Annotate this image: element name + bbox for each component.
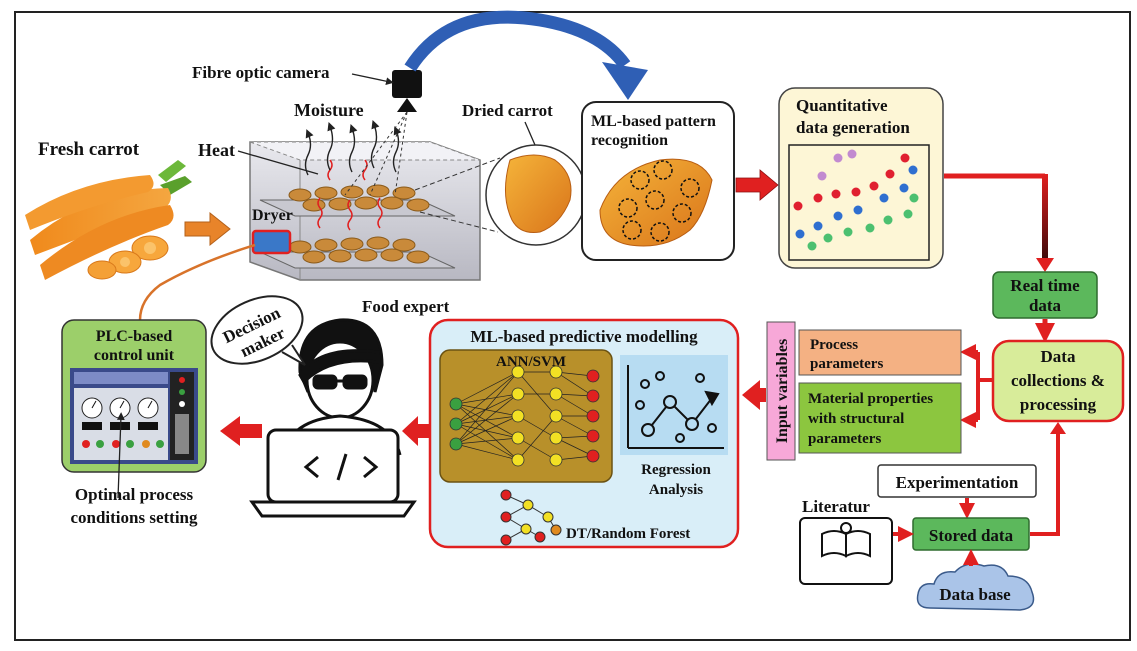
experimentation-box — [877, 464, 1037, 498]
decision-tree-icon — [500, 489, 562, 546]
optimal-label-2: conditions setting — [70, 508, 198, 527]
neural-network-nodes — [449, 365, 600, 467]
literatur-label: Literatur — [802, 497, 870, 516]
datacoll-label-2: collections & — [1011, 371, 1105, 390]
ml-pattern-label-2: recognition — [591, 132, 668, 149]
zoom-line-bottom — [419, 211, 499, 233]
quant-to-realtime-vertical — [1042, 174, 1048, 262]
material-label-3: parameters — [808, 431, 881, 447]
material-label-2: with structural — [808, 411, 904, 427]
heat-label: Heat — [198, 140, 235, 160]
realtime-label-1: Real time — [1010, 276, 1080, 295]
fresh-carrot-image — [25, 160, 192, 280]
dryer-label: Dryer — [252, 207, 293, 224]
carrot-slices-on-trays — [288, 184, 430, 264]
plc-panel-image — [70, 368, 198, 464]
dried-carrot-pointer — [524, 121, 536, 146]
input-variables-box — [766, 321, 796, 461]
stored-data-label: Stored data — [929, 526, 1014, 545]
pattern-to-quant-arrow — [735, 169, 779, 201]
stored-to-datacoll-head — [1050, 422, 1066, 434]
moisture-arrows — [304, 120, 402, 176]
camera-pointer — [351, 73, 394, 86]
neural-network-lines — [455, 371, 594, 461]
realtime-label-2: data — [1029, 296, 1062, 315]
ml-predictive-label: ML-based predictive modelling — [470, 327, 698, 346]
datacoll-label-1: Data — [1041, 347, 1076, 366]
database-label: Data base — [939, 585, 1011, 604]
literature-book-icon — [799, 517, 893, 585]
quantitative-data-box — [778, 87, 944, 269]
plc-label-1: PLC-based — [96, 328, 173, 345]
fibre-optic-camera-label: Fibre optic camera — [192, 63, 330, 82]
ml-pattern-label-1: ML-based pattern — [591, 113, 716, 130]
decision-maker-bubble — [210, 295, 306, 366]
predictive-to-expert-arrow — [402, 416, 430, 446]
data-collections-box — [991, 339, 1125, 423]
ann-svm-box — [439, 349, 613, 483]
dried-carrot-image — [505, 154, 572, 233]
input-to-predictive-arrow — [742, 380, 766, 410]
quant-to-realtime-head — [1036, 258, 1054, 272]
dried-carrot-label: Dried carrot — [462, 101, 553, 120]
regression-chart-icon — [627, 365, 724, 449]
heat-pointer — [237, 150, 319, 175]
food-expert-icon — [249, 318, 417, 518]
dryer-control-panel — [251, 229, 292, 255]
expert-to-plc-arrow — [220, 416, 262, 446]
optimal-label-1: Optimal process — [75, 485, 194, 504]
datacoll-label-3: processing — [1020, 395, 1097, 414]
camera-to-ml-arrow — [404, 10, 648, 100]
zoom-line-top — [414, 157, 501, 191]
optimal-pointer — [116, 412, 125, 499]
real-time-data-box — [992, 271, 1098, 319]
quant-scatter-points — [793, 149, 919, 251]
plc-label-2: control unit — [94, 347, 175, 364]
dt-random-forest-label: DT/Random Forest — [566, 526, 690, 542]
process-label-2: parameters — [810, 356, 883, 372]
experimentation-label: Experimentation — [896, 473, 1019, 492]
food-expert-label: Food expert — [362, 297, 450, 316]
fibre-optic-camera — [344, 70, 422, 196]
quant-scatter-frame — [788, 144, 930, 261]
stored-to-datacoll-line — [1030, 432, 1060, 536]
fresh-carrot-label: Fresh carrot — [38, 139, 140, 160]
carrot-to-dryer-arrow — [184, 211, 231, 247]
process-parameters-box — [798, 329, 962, 376]
process-label-1: Process — [810, 337, 858, 353]
input-variables-label: Input variables — [774, 339, 791, 443]
moisture-label: Moisture — [294, 100, 364, 120]
regression-label-1: Regression — [641, 462, 711, 478]
quant-label-2: data generation — [796, 118, 910, 137]
material-label-1: Material properties — [808, 391, 933, 407]
dryer-to-plc-cable — [138, 243, 256, 321]
pattern-detection-circles — [618, 160, 700, 242]
material-properties-box — [798, 382, 962, 454]
regression-label-2: Analysis — [649, 482, 703, 498]
heat-waves — [317, 159, 383, 231]
ann-svm-label: ANN/SVM — [496, 354, 566, 370]
quant-label-1: Quantitative — [796, 96, 888, 115]
